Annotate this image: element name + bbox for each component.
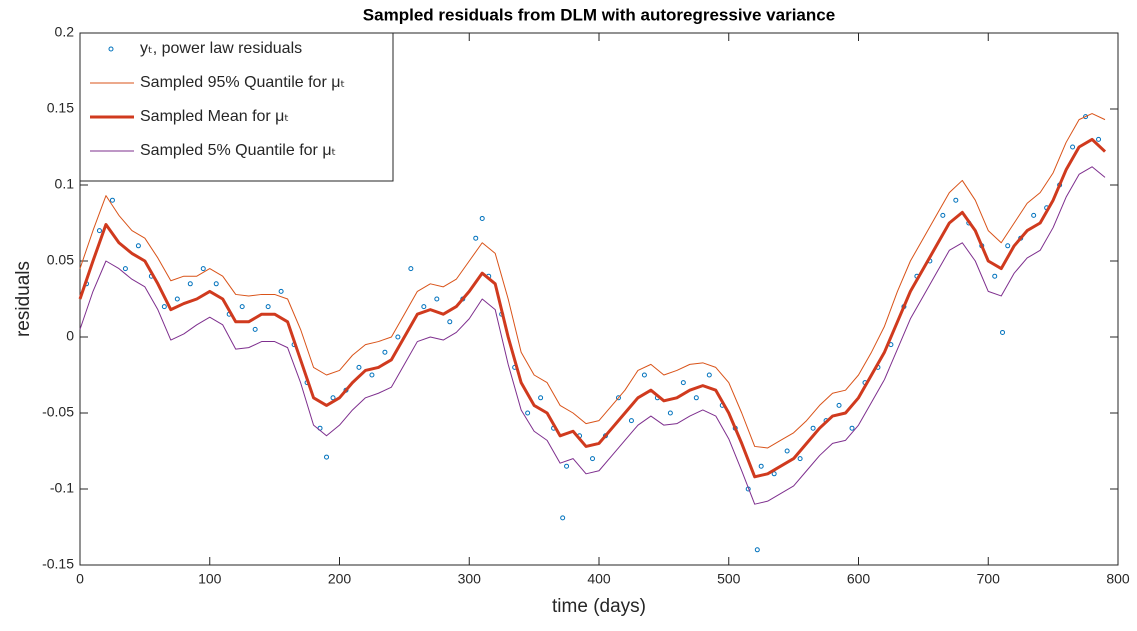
- data-point: [213, 281, 219, 287]
- legend-label: Sampled Mean for μₜ: [140, 108, 289, 125]
- y-tick-label: -0.15: [42, 556, 74, 572]
- data-point: [564, 463, 570, 469]
- data-point: [680, 380, 686, 386]
- data-point: [1005, 243, 1011, 249]
- data-point: [771, 471, 777, 477]
- data-point: [538, 395, 544, 401]
- data-point: [479, 215, 485, 221]
- x-tick-label: 700: [977, 571, 1001, 587]
- data-point: [96, 228, 102, 234]
- data-point: [200, 266, 206, 272]
- data-point: [382, 349, 388, 355]
- data-point: [1000, 329, 1006, 335]
- data-point: [810, 425, 816, 431]
- data-point: [615, 395, 621, 401]
- x-tick-label: 600: [847, 571, 871, 587]
- data-point: [641, 372, 647, 378]
- y-tick-label: 0.15: [47, 100, 74, 116]
- data-point: [706, 372, 712, 378]
- x-tick-label: 300: [458, 571, 482, 587]
- data-point: [447, 319, 453, 325]
- legend-label: Sampled 5% Quantile for μₜ: [140, 142, 336, 159]
- data-point: [324, 454, 330, 460]
- data-point: [754, 547, 760, 553]
- data-point: [1070, 144, 1076, 150]
- x-tick-label: 0: [76, 571, 84, 587]
- data-point: [356, 364, 362, 370]
- data-point: [849, 425, 855, 431]
- x-tick-label: 800: [1106, 571, 1130, 587]
- data-point: [992, 273, 998, 279]
- data-point: [252, 326, 258, 332]
- line-series: [78, 137, 1107, 479]
- data-point: [784, 448, 790, 454]
- data-point: [330, 395, 336, 401]
- data-point: [693, 395, 699, 401]
- data-point: [940, 212, 946, 218]
- data-point: [758, 463, 764, 469]
- chart-title: Sampled residuals from DLM with autoregr…: [363, 5, 835, 24]
- line-series: [79, 166, 1106, 505]
- data-point: [421, 304, 427, 310]
- data-point: [408, 266, 414, 272]
- data-point: [1083, 114, 1089, 120]
- data-point: [590, 456, 596, 462]
- data-point: [525, 410, 531, 416]
- data-point: [122, 266, 128, 272]
- legend-marker: [108, 46, 114, 52]
- y-tick-label: -0.1: [50, 480, 74, 496]
- data-point: [953, 197, 959, 203]
- data-point: [434, 296, 440, 302]
- data-point: [560, 515, 566, 521]
- data-point: [473, 235, 479, 241]
- data-point: [836, 402, 842, 408]
- x-tick-label: 100: [198, 571, 222, 587]
- data-point: [135, 243, 141, 249]
- data-point: [797, 456, 803, 462]
- data-point: [265, 304, 271, 310]
- legend-label: Sampled 95% Quantile for μₜ: [140, 74, 345, 91]
- data-point: [174, 296, 180, 302]
- data-point: [395, 334, 401, 340]
- data-point: [667, 410, 673, 416]
- y-tick-label: 0.1: [55, 176, 75, 192]
- y-tick-label: 0.05: [47, 252, 74, 268]
- y-tick-label: -0.05: [42, 404, 74, 420]
- y-axis-label: residuals: [13, 261, 34, 337]
- data-point: [109, 197, 115, 203]
- data-point: [187, 281, 193, 287]
- data-point: [161, 304, 167, 310]
- legend-label: yₜ, power law residuals: [140, 40, 302, 57]
- data-point: [278, 288, 284, 294]
- x-tick-label: 400: [587, 571, 611, 587]
- data-point: [1031, 212, 1037, 218]
- legend: [79, 32, 394, 182]
- y-tick-label: 0.2: [55, 24, 75, 40]
- y-tick-label: 0: [66, 328, 74, 344]
- x-tick-label: 500: [717, 571, 741, 587]
- x-axis-label: time (days): [552, 596, 646, 617]
- data-point: [369, 372, 375, 378]
- line-series: [79, 113, 1106, 449]
- data-point: [1096, 136, 1102, 142]
- data-point: [239, 304, 245, 310]
- data-point: [628, 418, 634, 424]
- x-tick-label: 200: [328, 571, 352, 587]
